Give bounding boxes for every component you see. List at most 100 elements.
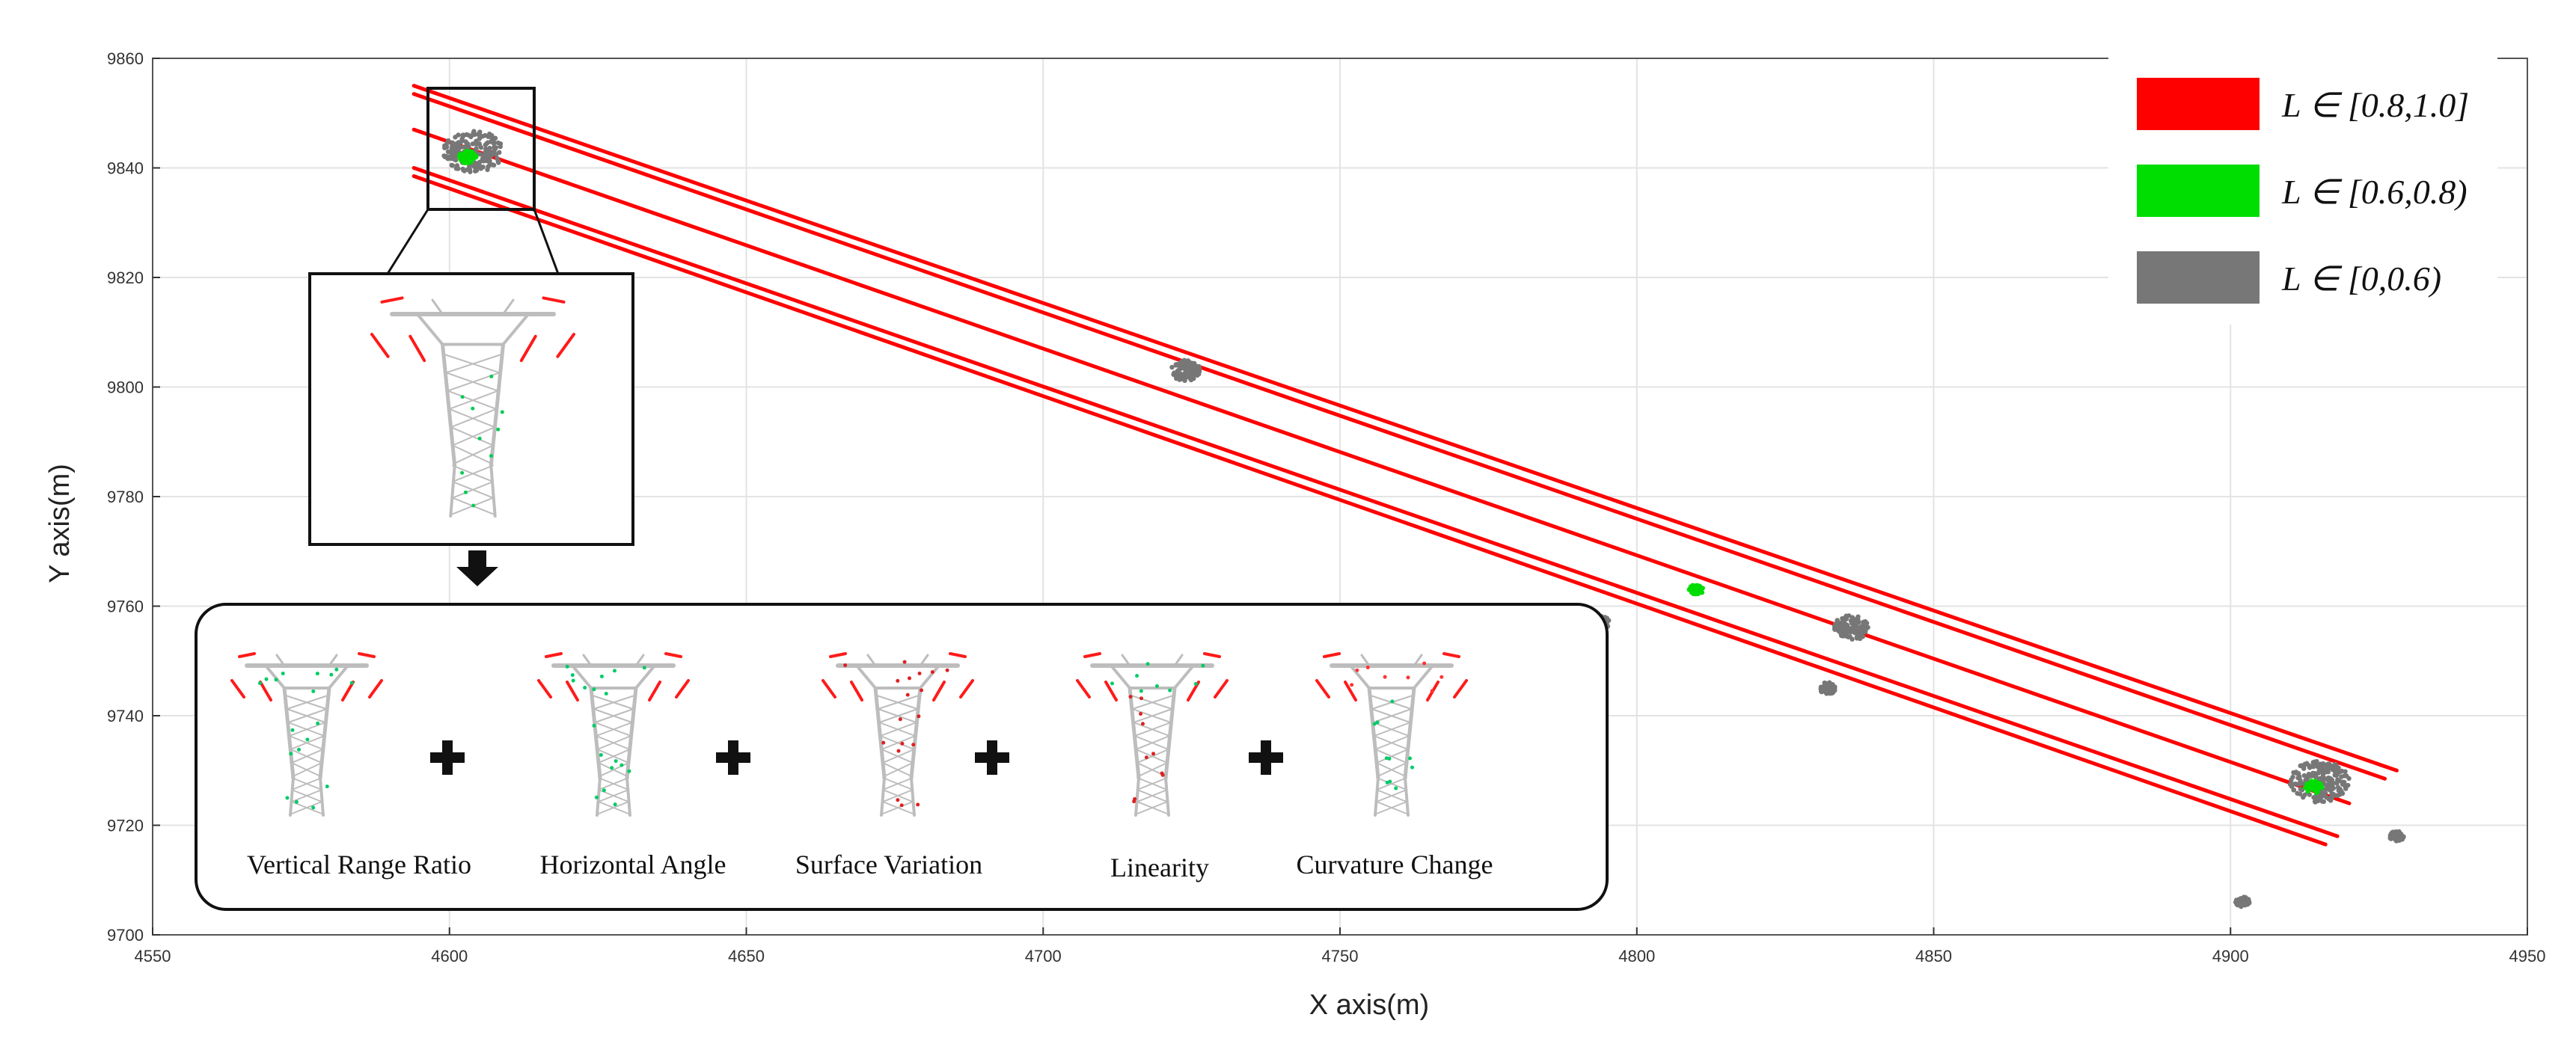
conductor-segment: [675, 679, 690, 699]
cluster-point: [2323, 782, 2328, 788]
cluster-point: [471, 164, 477, 169]
tower-stroke: [879, 722, 917, 737]
feature-point: [1394, 786, 1398, 790]
cluster-point: [484, 141, 489, 147]
feature-point: [477, 436, 482, 440]
cluster-point: [450, 163, 456, 168]
feature-point: [264, 677, 269, 681]
feature-point: [627, 769, 631, 773]
feature-point: [908, 676, 912, 681]
feature-point: [642, 666, 646, 670]
cluster-point: [461, 144, 467, 150]
tower-stroke: [292, 762, 322, 777]
y-tick-label: 9700: [107, 926, 144, 945]
feature-point: [881, 740, 886, 745]
tower-stroke: [634, 654, 645, 667]
conductor-segment: [380, 296, 404, 304]
cluster-point: [1691, 591, 1696, 597]
tower-stroke: [882, 777, 914, 790]
feature-point: [325, 785, 329, 789]
tower-stroke: [919, 664, 940, 690]
point-cluster-tower-2-green: [2302, 779, 2325, 796]
feature-point: [565, 664, 569, 669]
cluster-point: [444, 153, 449, 159]
tower-stroke: [415, 313, 444, 346]
tower-stroke: [291, 749, 324, 764]
feature-point: [599, 675, 604, 679]
feature-point: [930, 670, 934, 675]
feature-point: [843, 663, 848, 668]
tower-stroke: [878, 708, 919, 723]
feature-point: [602, 788, 606, 793]
cluster-point: [2324, 794, 2329, 800]
cluster-point: [2318, 761, 2323, 767]
cluster-point: [2309, 779, 2314, 784]
tower-stroke: [880, 776, 886, 817]
x-tick-label: 4800: [1618, 947, 1655, 965]
tower-stroke: [319, 776, 325, 817]
tower-stroke: [1110, 664, 1131, 690]
conductor-segment: [822, 679, 836, 699]
tower-stroke: [290, 735, 325, 750]
conductor-segment: [341, 681, 355, 702]
feature-point: [917, 714, 921, 719]
cluster-point: [2245, 897, 2251, 902]
cluster-point: [1846, 613, 1852, 618]
cluster-point: [1698, 589, 1703, 595]
feature-point: [294, 799, 299, 804]
cluster-point: [2390, 829, 2396, 835]
cluster-point: [1184, 364, 1190, 369]
feature-point: [604, 691, 608, 696]
feature-point: [1383, 675, 1387, 679]
x-tick-label: 4700: [1025, 947, 1062, 965]
cluster-point: [493, 145, 499, 150]
tower-stroke: [502, 298, 515, 316]
tower-stroke: [877, 695, 920, 710]
conductor-segment: [370, 333, 390, 358]
feature-point: [1422, 661, 1427, 666]
y-tick-label: 9740: [107, 707, 144, 725]
tower-stroke: [582, 654, 593, 667]
feature-point: [1201, 663, 1205, 668]
feature-point: [297, 747, 302, 752]
conductor-segment: [829, 652, 847, 658]
feature-point: [489, 374, 494, 378]
feature-tower-2: [537, 652, 690, 817]
feature-tower-3: [822, 652, 974, 817]
cluster-point: [480, 153, 486, 158]
tower-stroke: [291, 789, 322, 802]
cluster-point: [1177, 373, 1183, 379]
legend-swatch: [2137, 251, 2260, 304]
feature-point: [1140, 722, 1145, 726]
tower-stroke: [1135, 735, 1171, 750]
cluster-point: [1855, 633, 1861, 639]
feature-point: [916, 802, 920, 807]
legend-entry-label: L ∈ [0.8,1.0]: [2281, 86, 2469, 124]
cluster-point: [473, 153, 478, 159]
y-tick-label: 9820: [107, 268, 144, 287]
feature-point: [1440, 675, 1444, 679]
cluster-point: [2392, 833, 2398, 839]
cluster-point: [453, 157, 459, 163]
feature-point: [1139, 696, 1144, 701]
cluster-point: [1838, 623, 1844, 628]
cluster-point: [489, 138, 495, 144]
cluster-point: [478, 145, 484, 150]
cluster-point: [498, 144, 503, 150]
tower-stroke: [1413, 664, 1434, 690]
feature-label-linearity: Linearity: [1110, 853, 1209, 882]
tower-stroke: [625, 776, 631, 817]
cluster-point: [1841, 619, 1846, 624]
tower-stroke: [1133, 722, 1172, 737]
feature-point: [1139, 712, 1143, 716]
cluster-point: [2297, 791, 2303, 796]
conductor-segment: [1214, 679, 1229, 699]
conductor-segment: [545, 652, 563, 658]
cluster-point: [2301, 794, 2306, 800]
tower-stroke: [882, 789, 914, 802]
cluster-point: [1178, 364, 1183, 370]
x-tick-label: 4600: [431, 947, 468, 965]
conductor-segment: [1443, 652, 1460, 658]
cluster-point: [2235, 900, 2240, 906]
conductor-segment: [949, 652, 967, 658]
